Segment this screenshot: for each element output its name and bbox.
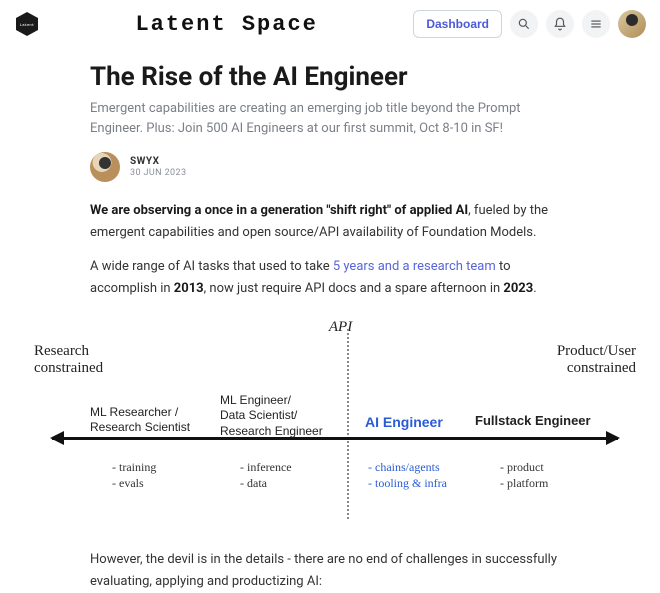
- bullet-group-2: - chains/agents - tooling & infra: [368, 459, 447, 493]
- paragraph-3: However, the devil is in the details - t…: [90, 549, 570, 593]
- bullet-group-1: - inference - data: [240, 459, 292, 493]
- logo[interactable]: Latent: [14, 11, 40, 37]
- paragraph-1: We are observing a once in a generation …: [90, 200, 570, 244]
- dashboard-button[interactable]: Dashboard: [413, 10, 502, 38]
- article: The Rise of the AI Engineer Emergent cap…: [80, 62, 580, 593]
- paragraph-2: A wide range of AI tasks that used to ta…: [90, 256, 570, 300]
- divider: [347, 329, 349, 519]
- author-name[interactable]: SWYX: [130, 156, 186, 168]
- spectrum-diagram: APIResearch constrainedProduct/User cons…: [30, 319, 640, 529]
- p2-e: 2023: [503, 281, 533, 296]
- p2-f: .: [533, 281, 536, 296]
- p2-d: , now just require API docs and a spare …: [204, 281, 504, 296]
- role-label-3: Fullstack Engineer: [475, 413, 591, 430]
- bullet-group-3: - product - platform: [500, 459, 548, 493]
- menu-icon[interactable]: [582, 10, 610, 38]
- role-label-0: ML Researcher / Research Scientist: [90, 405, 190, 436]
- axis-line: [52, 437, 618, 440]
- left-constraint-label: Research constrained: [34, 343, 103, 378]
- bell-icon[interactable]: [546, 10, 574, 38]
- role-label-2: AI Engineer: [365, 413, 443, 431]
- avatar[interactable]: [618, 10, 646, 38]
- author-avatar[interactable]: [90, 152, 120, 182]
- p2-a: A wide range of AI tasks that used to ta…: [90, 259, 333, 274]
- page-title: The Rise of the AI Engineer: [90, 62, 570, 93]
- p2-c: 2013: [174, 281, 204, 296]
- search-icon[interactable]: [510, 10, 538, 38]
- publish-date: 30 JUN 2023: [130, 168, 186, 179]
- bullet-group-0: - training - evals: [112, 459, 156, 493]
- brand-title[interactable]: Latent Space: [48, 12, 405, 37]
- role-label-1: ML Engineer/ Data Scientist/ Research En…: [220, 393, 323, 440]
- header-actions: Dashboard: [413, 10, 646, 38]
- subtitle: Emergent capabilities are creating an em…: [90, 99, 570, 138]
- p2-link[interactable]: 5 years and a research team: [333, 259, 496, 274]
- svg-text:Latent: Latent: [20, 24, 34, 28]
- right-constraint-label: Product/User constrained: [557, 343, 636, 378]
- p1-strong: We are observing a once in a generation …: [90, 203, 468, 218]
- byline: SWYX 30 JUN 2023: [90, 152, 570, 182]
- topbar: Latent Latent Space Dashboard: [0, 0, 660, 44]
